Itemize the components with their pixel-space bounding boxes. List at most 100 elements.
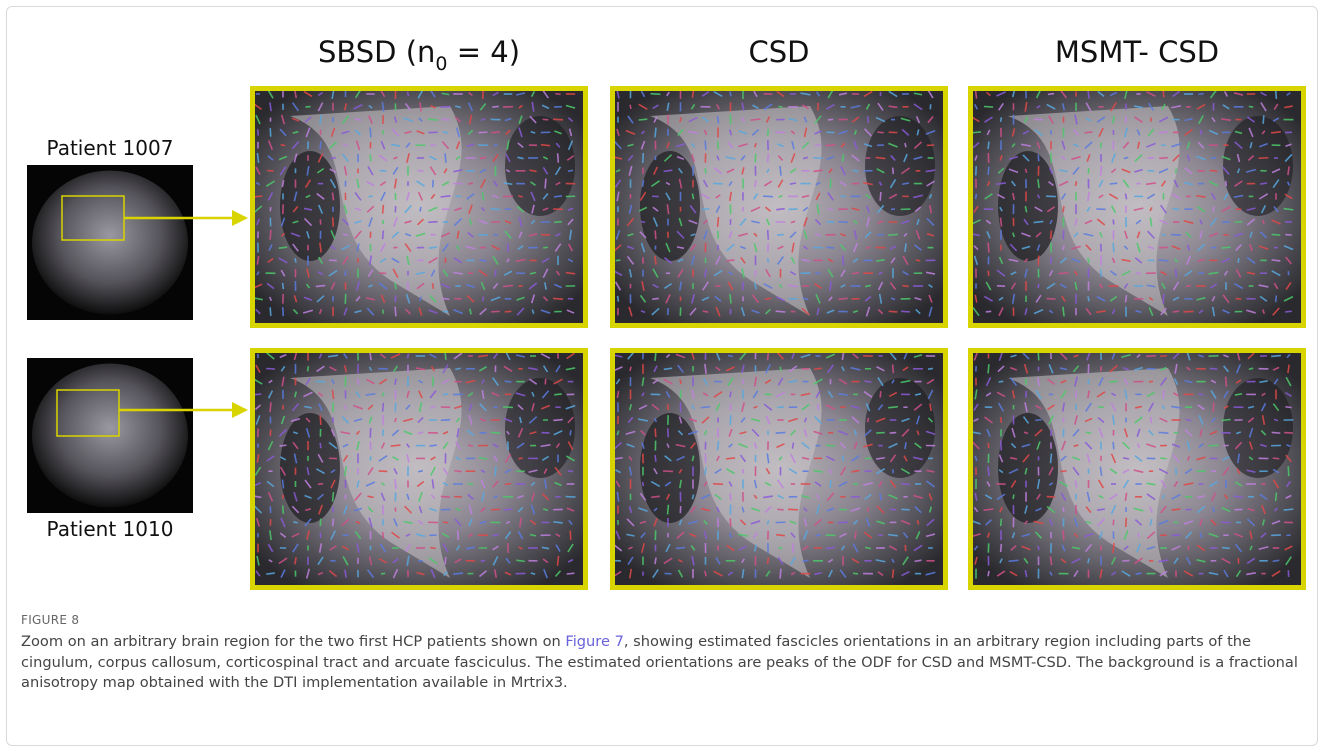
orientation-glyph (718, 217, 719, 227)
orientation-glyph (543, 247, 548, 248)
orientation-glyph (730, 518, 731, 526)
orientation-glyph (270, 230, 271, 240)
orientation-glyph (541, 145, 550, 146)
orientation-glyph (1163, 294, 1164, 304)
thumbnail-brain (32, 171, 188, 315)
orientation-glyph (1210, 368, 1218, 369)
dark-region (998, 413, 1058, 523)
orientation-glyph (1063, 206, 1064, 212)
orientation-glyph (1123, 458, 1129, 459)
orientation-glyph (318, 484, 323, 485)
figure-panels: SBSD (n0 = 4) CSD MSMT- CSD Patient 1007… (0, 0, 1326, 605)
orientation-glyph (1051, 429, 1052, 436)
orientation-glyph (988, 364, 989, 373)
orientation-glyph (442, 298, 450, 299)
orientation-glyph (792, 443, 793, 449)
dark-region (1223, 378, 1293, 478)
orientation-glyph (433, 283, 434, 289)
orientation-glyph (713, 484, 723, 485)
orientation-glyph (454, 471, 461, 472)
orientation-glyph (1048, 94, 1054, 95)
orientation-glyph (1176, 269, 1177, 277)
orientation-glyph (1160, 458, 1166, 459)
orientation-glyph (1088, 558, 1089, 563)
orientation-glyph (1276, 295, 1277, 302)
orientation-glyph (391, 445, 401, 446)
orientation-glyph (283, 505, 284, 513)
orientation-glyph (655, 429, 656, 438)
orientation-glyph (668, 308, 669, 315)
orientation-glyph (1038, 546, 1039, 550)
orientation-glyph (270, 402, 271, 412)
orientation-glyph (445, 153, 446, 162)
orientation-glyph (888, 234, 898, 235)
orientation-glyph (1138, 533, 1139, 537)
orientation-glyph (705, 168, 706, 173)
orientation-glyph (651, 94, 661, 95)
orientation-glyph (1151, 417, 1152, 423)
orientation-glyph (668, 428, 669, 437)
orientation-glyph (508, 441, 509, 450)
orientation-glyph (395, 307, 396, 317)
orientation-glyph (1096, 209, 1105, 210)
orientation-glyph (383, 532, 384, 539)
orientation-glyph (826, 145, 836, 146)
orientation-glyph (316, 285, 325, 286)
figure-label: FIGURE 8 (21, 613, 79, 627)
orientation-glyph (655, 455, 656, 462)
orientation-glyph (1160, 356, 1167, 357)
orientation-glyph (838, 298, 847, 299)
orientation-glyph (1211, 471, 1216, 472)
orientation-glyph (641, 222, 645, 223)
orientation-glyph (639, 119, 648, 120)
orientation-glyph (814, 368, 822, 369)
orientation-glyph (332, 192, 333, 200)
orientation-glyph (257, 153, 258, 163)
orientation-glyph (1221, 419, 1230, 420)
orientation-glyph (557, 556, 558, 566)
orientation-glyph (455, 368, 461, 369)
orientation-glyph (976, 194, 977, 199)
zoom-panel (968, 86, 1306, 328)
dark-region (865, 116, 935, 216)
orientation-glyph (492, 106, 499, 107)
orientation-glyph (928, 368, 933, 369)
orientation-glyph (1176, 169, 1177, 173)
page: SBSD (n0 = 4) CSD MSMT- CSD Patient 1007… (0, 0, 1326, 720)
column-title: MSMT- CSD (1055, 35, 1219, 69)
orientation-glyph (742, 207, 743, 212)
orientation-glyph (1001, 544, 1002, 552)
zoom-panel (250, 348, 588, 590)
orientation-glyph (441, 496, 450, 497)
orientation-glyph (818, 404, 819, 410)
orientation-glyph (508, 243, 509, 252)
orientation-glyph (827, 420, 835, 421)
orientation-glyph (840, 196, 845, 197)
title-subscript: 0 (435, 53, 447, 75)
orientation-glyph (320, 443, 321, 448)
orientation-glyph (505, 311, 512, 312)
orientation-glyph (788, 509, 798, 510)
orientation-glyph (553, 420, 562, 421)
figure-caption: Zoom on an arbitrary brain region for th… (21, 632, 1306, 694)
orientation-glyph (780, 569, 781, 579)
title-text: SBSD (n (318, 35, 435, 69)
arrow-head (232, 402, 248, 418)
orientation-glyph (655, 256, 656, 265)
orientation-glyph (830, 281, 831, 290)
orientation-glyph (630, 367, 631, 371)
orientation-glyph (1201, 130, 1202, 135)
figure-link[interactable]: Figure 7 (565, 633, 623, 650)
orientation-glyph (1199, 394, 1204, 395)
orientation-glyph (343, 234, 348, 235)
orientation-glyph (370, 456, 371, 460)
orientation-glyph (901, 311, 910, 312)
orientation-glyph (855, 532, 856, 539)
orientation-glyph (1288, 466, 1289, 476)
orientation-glyph (1001, 519, 1002, 526)
orientation-glyph (827, 247, 835, 248)
orientation-glyph (1051, 454, 1052, 464)
orientation-glyph (1136, 573, 1142, 574)
orientation-glyph (1038, 377, 1039, 386)
orientation-glyph (428, 222, 437, 223)
